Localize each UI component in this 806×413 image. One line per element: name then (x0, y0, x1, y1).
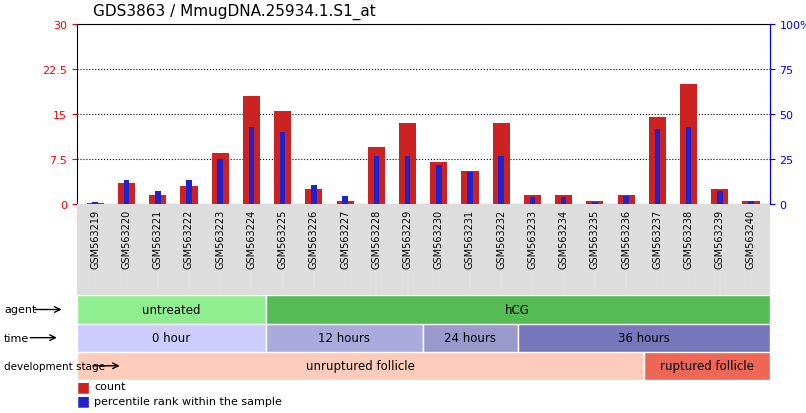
Bar (498, 156, 504, 205)
Bar (686, 128, 692, 205)
Bar (680, 85, 697, 205)
Bar (311, 186, 317, 205)
Bar (118, 184, 135, 205)
Text: GSM563233: GSM563233 (527, 209, 538, 268)
Bar (742, 202, 759, 205)
Text: GDS3863 / MmugDNA.25934.1.S1_at: GDS3863 / MmugDNA.25934.1.S1_at (93, 4, 376, 20)
Text: 0 hour: 0 hour (152, 331, 190, 344)
Bar (77, 296, 266, 324)
Text: untreated: untreated (142, 303, 201, 316)
Bar (248, 128, 254, 205)
Bar (617, 196, 634, 205)
Text: GSM563235: GSM563235 (590, 209, 600, 268)
Bar (711, 190, 729, 205)
Bar (186, 180, 192, 205)
Bar (218, 160, 223, 205)
Bar (212, 154, 229, 205)
Bar (343, 197, 348, 205)
Text: GSM563223: GSM563223 (215, 209, 225, 268)
Text: GSM563219: GSM563219 (90, 209, 100, 268)
Bar (423, 324, 517, 352)
Text: GSM563221: GSM563221 (153, 209, 163, 268)
Text: agent: agent (4, 305, 36, 315)
Bar (436, 165, 442, 205)
Bar (149, 196, 166, 205)
Text: unruptured follicle: unruptured follicle (305, 359, 414, 373)
Text: GSM563240: GSM563240 (746, 209, 756, 268)
Bar (87, 203, 104, 205)
Text: 24 hours: 24 hours (444, 331, 496, 344)
Bar (280, 133, 285, 205)
Text: time: time (4, 333, 29, 343)
Bar (654, 129, 660, 205)
Bar (524, 196, 541, 205)
Bar (155, 191, 160, 205)
Text: GSM563239: GSM563239 (715, 209, 725, 268)
Text: GSM563222: GSM563222 (184, 209, 194, 268)
Bar (717, 191, 723, 205)
Bar (649, 118, 666, 205)
Bar (467, 173, 473, 205)
Text: ■: ■ (77, 379, 89, 393)
Bar (461, 172, 479, 205)
Text: GSM563238: GSM563238 (683, 209, 693, 268)
Bar (266, 296, 770, 324)
Bar (305, 190, 322, 205)
Text: GSM563232: GSM563232 (496, 209, 506, 268)
Bar (181, 187, 197, 205)
Text: 36 hours: 36 hours (617, 331, 670, 344)
Bar (405, 156, 410, 205)
Bar (517, 324, 770, 352)
Text: ■: ■ (77, 394, 89, 408)
Bar (530, 198, 535, 205)
Text: GSM563234: GSM563234 (559, 209, 569, 268)
Bar (77, 352, 644, 380)
Bar (77, 324, 266, 352)
Bar (266, 324, 423, 352)
Bar (243, 97, 260, 205)
Text: count: count (94, 381, 126, 391)
Text: percentile rank within the sample: percentile rank within the sample (94, 396, 282, 406)
Bar (592, 202, 598, 205)
Bar (644, 352, 770, 380)
Bar (274, 112, 291, 205)
Bar (336, 202, 354, 205)
Text: GSM563230: GSM563230 (434, 209, 444, 268)
Text: GSM563228: GSM563228 (372, 209, 381, 268)
Text: GSM563236: GSM563236 (621, 209, 631, 268)
Text: GSM563231: GSM563231 (465, 209, 475, 268)
Bar (373, 156, 379, 205)
Bar (399, 124, 416, 205)
Bar (123, 180, 129, 205)
Bar (561, 198, 567, 205)
Bar (748, 201, 754, 205)
Text: GSM563229: GSM563229 (402, 209, 413, 268)
Text: 12 hours: 12 hours (318, 331, 371, 344)
Text: GSM563237: GSM563237 (652, 209, 663, 268)
Text: hCG: hCG (505, 303, 530, 316)
Bar (368, 148, 385, 205)
Bar (623, 197, 629, 205)
Text: GSM563225: GSM563225 (277, 209, 288, 268)
Text: development stage: development stage (4, 361, 105, 371)
Bar (555, 196, 572, 205)
Text: GSM563224: GSM563224 (247, 209, 256, 268)
Text: GSM563227: GSM563227 (340, 209, 350, 268)
Bar (492, 124, 509, 205)
Text: GSM563226: GSM563226 (309, 209, 319, 268)
Bar (93, 202, 98, 205)
Text: GSM563220: GSM563220 (122, 209, 131, 268)
Bar (586, 202, 604, 205)
Bar (430, 163, 447, 205)
Text: ruptured follicle: ruptured follicle (660, 359, 754, 373)
